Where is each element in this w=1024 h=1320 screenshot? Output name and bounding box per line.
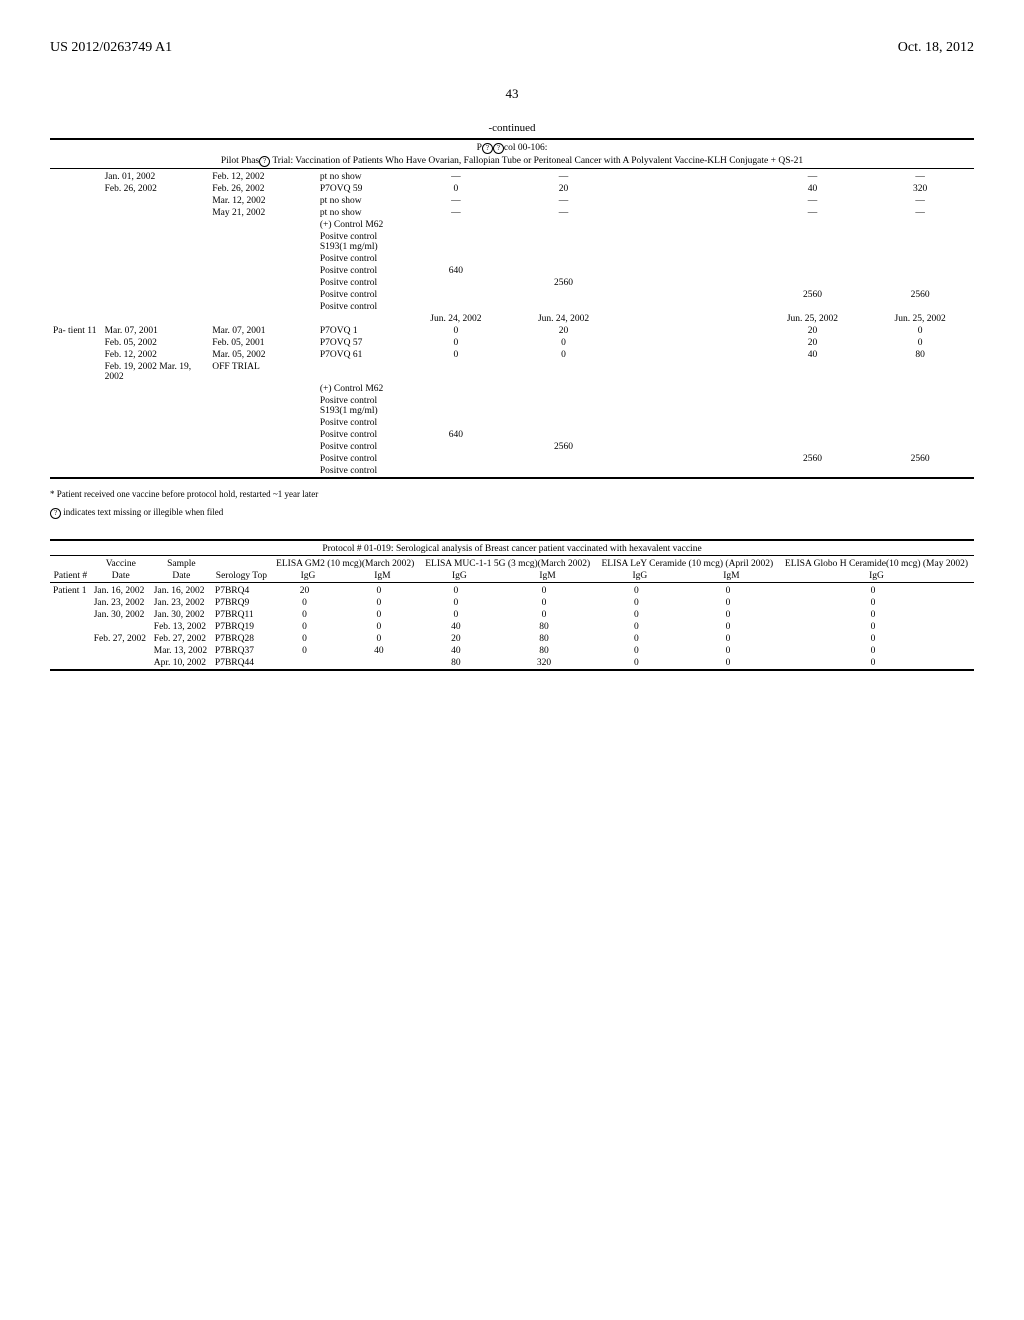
table-row: Positve control S193(1 mg/ml) [50,395,974,417]
table-row: Patient 1Jan. 16, 2002Jan. 16, 2002P7BRQ… [50,585,974,597]
table-row: Pa- tient 11Mar. 07, 2001Mar. 07, 2001P7… [50,325,974,337]
table-row: Positve control25602560 [50,289,974,301]
table-row: Jan. 01, 2002Feb. 12, 2002pt no show———— [50,171,974,183]
table2-col-header: Patient # Date Date Serology Top IgG IgM… [50,570,974,583]
table-row: Feb. 05, 2002Feb. 05, 2001P7OVQ 5700200 [50,337,974,349]
table-row: Positve control [50,301,974,313]
table-row: Positve control25602560 [50,453,974,465]
table2-group-header: Vaccine Sample ELISA GM2 (10 mcg)(March … [50,558,974,570]
table-row: Positve control [50,465,974,478]
table-row: Positve control [50,253,974,265]
table-row: Mar. 13, 2002P7BRQ370404080000 [50,645,974,657]
table2-title: Protocol # 01-019: Serological analysis … [50,543,974,556]
table-row: Positve control640 [50,429,974,441]
table1: P??col 00-106: Pilot Phas? Trial: Vaccin… [50,138,974,481]
header-left: US 2012/0263749 A1 [50,40,172,56]
table-row: (+) Control M62 [50,383,974,395]
table-row: Positve control640 [50,265,974,277]
page-header: US 2012/0263749 A1 Oct. 18, 2012 [50,40,974,56]
table-row: Jan. 23, 2002Jan. 23, 2002P7BRQ90000000 [50,597,974,609]
protocol-header: P??col 00-106: [50,142,974,155]
table-row: May 21, 2002pt no show———— [50,207,974,219]
table1-wrap: P??col 00-106: Pilot Phas? Trial: Vaccin… [50,138,974,481]
table-row: Positve control [50,417,974,429]
continued-label: -continued [50,122,974,134]
table-row: Apr. 10, 2002P7BRQ4480320000 [50,657,974,670]
table2: Protocol # 01-019: Serological analysis … [50,539,974,673]
trial-title: Pilot Phas? Trial: Vaccination of Patien… [50,155,974,169]
table-row: Feb. 19, 2002 Mar. 19, 2002OFF TRIAL [50,361,974,383]
header-right: Oct. 18, 2012 [898,40,974,56]
table-row: Jan. 30, 2002Jan. 30, 2002P7BRQ110000000 [50,609,974,621]
table-row: Mar. 12, 2002pt no show———— [50,195,974,207]
page-number: 43 [50,86,974,102]
table-row: (+) Control M62 [50,219,974,231]
table-row: Feb. 27, 2002Feb. 27, 2002P7BRQ280020800… [50,633,974,645]
table-row: Feb. 26, 2002Feb. 26, 2002P7OVQ 59020403… [50,183,974,195]
table-row: Jun. 24, 2002Jun. 24, 2002Jun. 25, 2002J… [50,313,974,325]
table-row: Positve control S193(1 mg/ml) [50,231,974,253]
table-row: Feb. 13, 2002P7BRQ19004080000 [50,621,974,633]
table-row: Positve control2560 [50,277,974,289]
footnote-2: ? indicates text missing or illegible wh… [50,507,974,519]
footnote-1: * Patient received one vaccine before pr… [50,489,974,499]
table-row: Positve control2560 [50,441,974,453]
table-row: Feb. 12, 2002Mar. 05, 2002P7OVQ 61004080 [50,349,974,361]
